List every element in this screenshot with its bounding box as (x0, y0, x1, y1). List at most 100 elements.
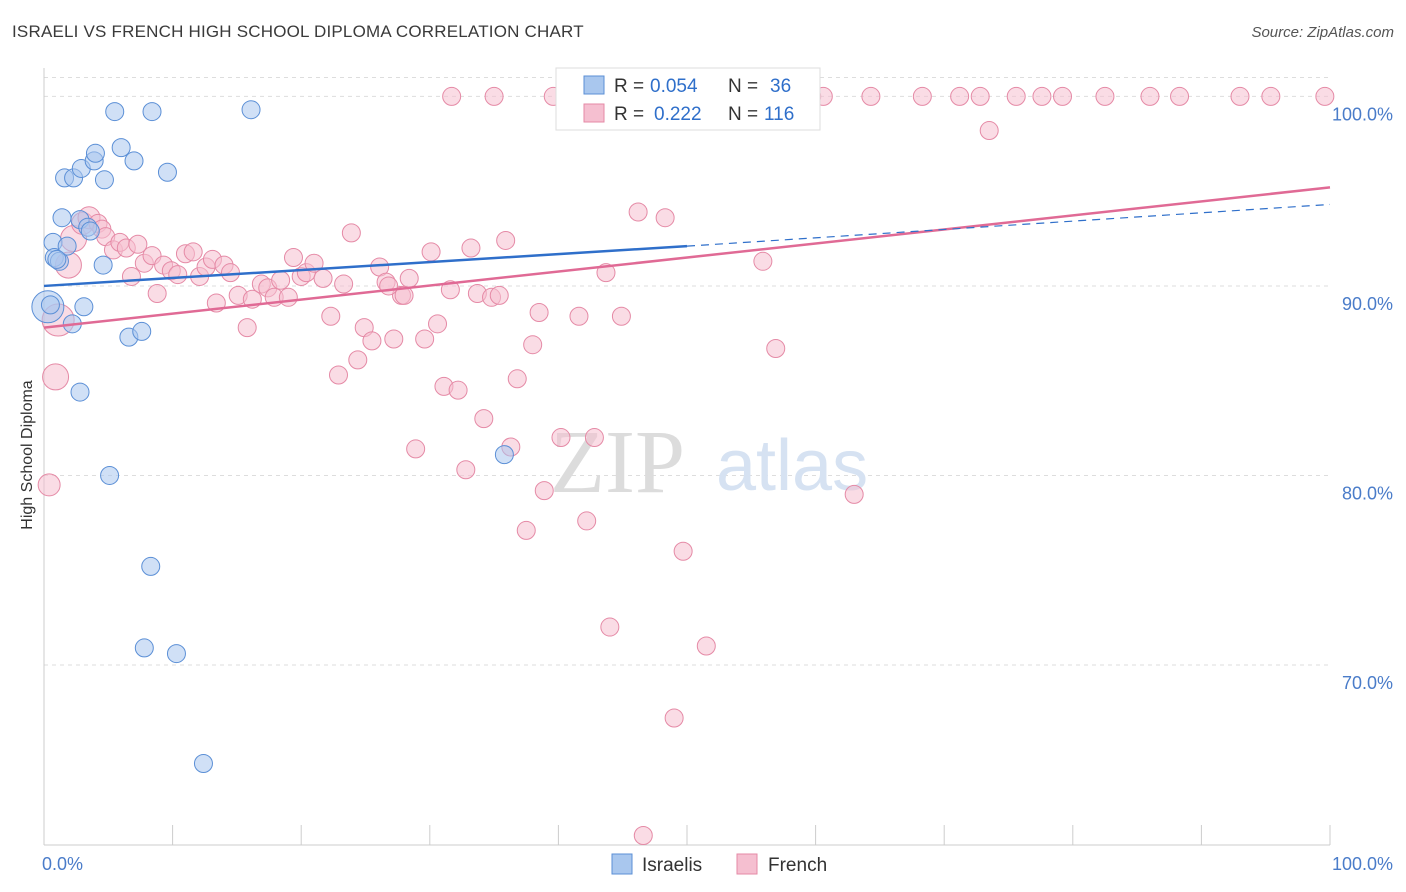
bottom-legend-swatch-french (736, 853, 758, 875)
french-point (596, 263, 616, 283)
french-point (844, 484, 864, 504)
bottom-legend: Israelis French (611, 853, 827, 876)
french-point (440, 280, 460, 300)
french-point (1315, 86, 1335, 106)
french-point (37, 473, 61, 497)
israelis-trend-line (43, 244, 688, 288)
french-point (970, 86, 990, 106)
israelis-point (105, 102, 125, 122)
israelis-point (142, 102, 162, 122)
french-point (1006, 86, 1026, 106)
legend-n-label-israelis: N = (728, 76, 758, 97)
israelis-point (111, 138, 131, 158)
y-tick-label: 100.0% (1332, 104, 1393, 124)
french-point (220, 263, 240, 283)
y-tick-label: 90.0% (1342, 294, 1393, 314)
french-point (421, 242, 441, 262)
israelis-point (80, 221, 100, 241)
legend-n-label-french: N = (728, 104, 758, 125)
legend-r-value-french: 0.222 (654, 104, 702, 125)
french-point (474, 409, 494, 429)
axes (43, 68, 1331, 846)
french-point (1095, 86, 1115, 106)
french-point (271, 270, 291, 290)
israelis-point (40, 295, 60, 315)
french-point (673, 541, 693, 561)
source-label: Source: ZipAtlas.com (1251, 24, 1394, 41)
french-point (633, 826, 653, 846)
french-point (313, 268, 333, 288)
gridlines (44, 76, 1330, 666)
french-point (283, 248, 303, 268)
french-point (516, 520, 536, 540)
israelis-point (93, 255, 113, 275)
french-point (489, 285, 509, 305)
french-point (664, 708, 684, 728)
israelis-point (494, 445, 514, 465)
french-point (379, 276, 399, 296)
israelis-point (193, 754, 213, 774)
israelis-point (241, 100, 261, 120)
legend-n-value-french: 116 (764, 104, 794, 125)
watermark-atlas: atlas (716, 426, 868, 506)
french-point (696, 636, 716, 656)
french-point (861, 86, 881, 106)
french-point (611, 306, 631, 326)
french-point (753, 251, 773, 271)
israelis-point (70, 382, 90, 402)
french-point (328, 365, 348, 385)
israelis-point (134, 638, 154, 658)
french-point (415, 329, 435, 349)
french-point (655, 208, 675, 228)
french-point (394, 285, 414, 305)
french-point (1140, 86, 1160, 106)
french-points (37, 86, 1335, 846)
french-point (1261, 86, 1281, 106)
french-point (484, 86, 504, 106)
french-point (448, 380, 468, 400)
french-point (278, 287, 298, 307)
french-point (1053, 86, 1073, 106)
legend-swatch-french (583, 103, 605, 123)
trend-lines (43, 186, 1331, 329)
y-tick-label: 70.0% (1342, 673, 1393, 693)
french-point (362, 331, 382, 351)
french-trend-line (43, 186, 1331, 329)
french-point (341, 223, 361, 243)
bottom-legend-swatch-israelis (611, 853, 633, 875)
bottom-legend-label-israelis: Israelis (642, 855, 702, 876)
french-point (428, 314, 448, 334)
french-point (507, 369, 527, 389)
x-tick-labels: 0.0% 100.0% (42, 854, 1393, 874)
israelis-point (94, 170, 114, 190)
french-point (442, 86, 462, 106)
israelis-point (141, 556, 161, 576)
watermark-zip: ZIP (550, 413, 685, 512)
israelis-point (57, 236, 77, 256)
french-point (628, 202, 648, 222)
french-point (237, 318, 257, 338)
french-point (42, 363, 70, 391)
israelis-point (157, 162, 177, 182)
french-point (1230, 86, 1250, 106)
israelis-point (124, 151, 144, 171)
chart-title: ISRAELI VS FRENCH HIGH SCHOOL DIPLOMA CO… (12, 22, 584, 41)
french-point (348, 350, 368, 370)
israelis-trend-extension (686, 203, 1331, 247)
legend-r-label-israelis: R = (614, 76, 644, 97)
french-point (321, 306, 341, 326)
y-tick-label: 80.0% (1342, 483, 1393, 503)
israelis-point (166, 644, 186, 664)
french-point (950, 86, 970, 106)
french-point (128, 234, 148, 254)
israelis-point (100, 465, 120, 485)
legend-box: R = 0.054 N = 36 R = 0.222 N = 116 (555, 67, 821, 131)
french-point (334, 274, 354, 294)
x-tick-label: 0.0% (42, 854, 83, 874)
french-point (461, 238, 481, 258)
french-point (912, 86, 932, 106)
legend-r-value-israelis: 0.054 (650, 76, 698, 97)
french-point (384, 329, 404, 349)
french-point (766, 338, 786, 358)
